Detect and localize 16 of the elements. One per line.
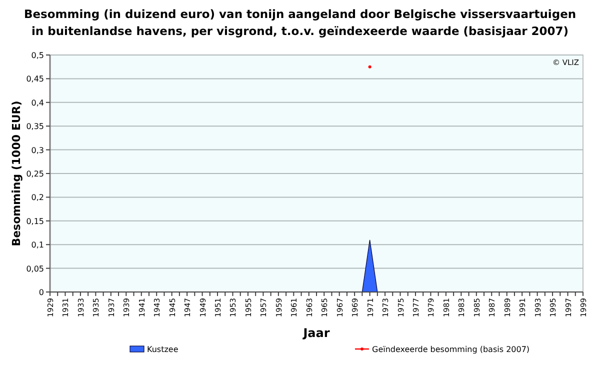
legend-label: Kustzee bbox=[147, 345, 178, 354]
y-tick-label: 0,35 bbox=[26, 122, 44, 132]
y-tick-label: 0,2 bbox=[31, 193, 44, 202]
y-tick-label: 0,3 bbox=[31, 146, 44, 155]
chart-title: Besomming (in duizend euro) van tonijn aangeland door Belgische vissersvaartuigen in buitenlandse havens, per visgrond, t.o.v. geïndexeerde waarde (basisjaar 2007) bbox=[24, 7, 576, 38]
y-tick-label: 0,5 bbox=[31, 51, 44, 60]
y-tick-label: 0,15 bbox=[26, 216, 44, 226]
y-tick-label: 0,45 bbox=[26, 74, 44, 84]
y-tick-label: 0,25 bbox=[26, 170, 44, 178]
y-tick-label: 0,05 bbox=[26, 264, 44, 274]
y-axis-title: Besomming (1000 EUR) bbox=[10, 100, 23, 246]
y-tick-label: 0,1 bbox=[31, 240, 44, 250]
x-axis-title: Jaar bbox=[302, 326, 330, 340]
y-tick-label: 0 bbox=[38, 288, 44, 297]
y-tick-label: 0,4 bbox=[31, 98, 44, 108]
legend-label: Geïndexeerde besomming (basis 2007) bbox=[372, 345, 530, 354]
